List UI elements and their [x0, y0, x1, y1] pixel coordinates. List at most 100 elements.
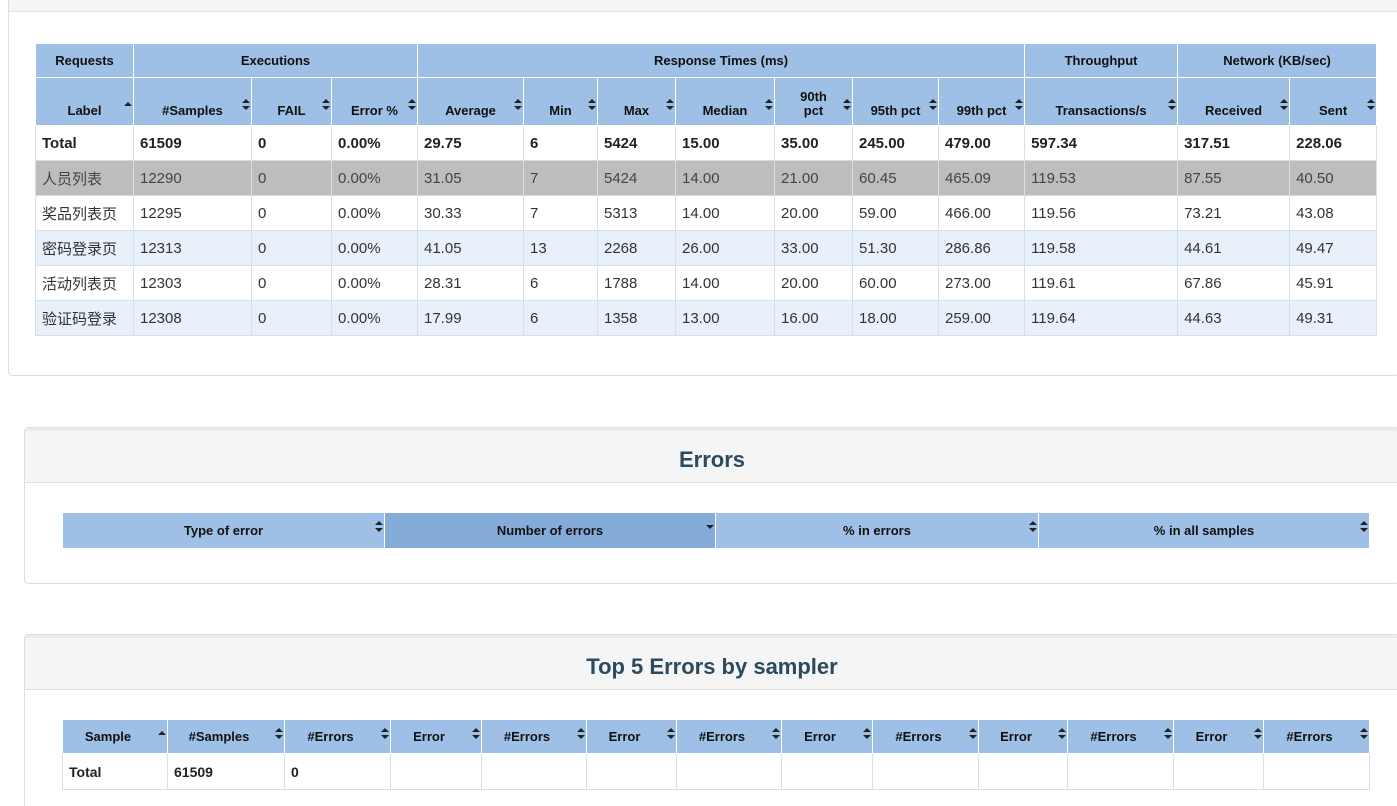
total-cell	[978, 753, 1068, 790]
total-cell	[1263, 753, 1370, 790]
total-cell: 317.51	[1177, 125, 1291, 161]
total-cell: 35.00	[774, 125, 853, 161]
column-header-samples[interactable]: #Samples	[133, 77, 252, 126]
table-row[interactable]: 验证码登录 12308 0 0.00% 17.99 6 1358 13.00 1…	[35, 300, 1378, 336]
column-header-min-text: Min	[549, 103, 572, 118]
column-header-transactions-text: Transactions/s	[1055, 103, 1147, 118]
column-header-error[interactable]: Error	[1173, 719, 1264, 754]
table-cell: 5424	[597, 160, 676, 196]
column-header-error[interactable]: Error	[390, 719, 482, 754]
table-cell: 0.00%	[331, 195, 418, 231]
column-header-error-text: Error	[804, 729, 836, 744]
table-row[interactable]: 活动列表页 12303 0 0.00% 28.31 6 1788 14.00 2…	[35, 265, 1378, 301]
column-header-label[interactable]: Label	[35, 77, 134, 126]
column-header-pct-in-errors[interactable]: % in errors	[715, 512, 1039, 550]
column-header-error[interactable]: Error	[781, 719, 873, 754]
table-cell: 12313	[133, 230, 252, 266]
table-cell: 12290	[133, 160, 252, 196]
column-header-95th-pct[interactable]: 95th pct	[852, 77, 939, 126]
errors-header-row: Type of error Number of errors % in erro…	[62, 512, 1370, 550]
table-cell: 0.00%	[331, 300, 418, 336]
column-header-median[interactable]: Median	[675, 77, 775, 126]
table-cell: 40.50	[1289, 160, 1378, 196]
column-header-sample[interactable]: Sample	[62, 719, 168, 754]
group-header-response-times: Response Times (ms)	[416, 43, 1026, 78]
table-cell: 0.00%	[331, 160, 418, 196]
column-header-number-of-errors[interactable]: Number of errors	[384, 512, 716, 550]
table-cell: 0	[251, 300, 332, 336]
group-header-requests: Requests	[35, 43, 134, 78]
column-header-error-text: Error	[1000, 729, 1032, 744]
column-header-error[interactable]: Error	[586, 719, 677, 754]
total-cell	[1173, 753, 1264, 790]
column-header-label-text: Label	[67, 103, 102, 118]
table-cell: 密码登录页	[35, 230, 134, 266]
total-cell: 0	[251, 125, 332, 161]
column-header-90th-pct-line1: 90th	[800, 89, 827, 104]
table-cell: 67.86	[1177, 265, 1291, 301]
errors-panel: Errors Type of error Number of errors % …	[24, 427, 1397, 584]
table-cell: 0.00%	[331, 265, 418, 301]
column-header-error-pct[interactable]: Error %	[331, 77, 418, 126]
column-header-99th-pct[interactable]: 99th pct	[937, 77, 1026, 126]
top5-header-row: Sample #Samples #Errors Error #Errors Er…	[62, 719, 1370, 754]
column-header-min[interactable]: Min	[523, 77, 598, 126]
table-row[interactable]: 奖品列表页 12295 0 0.00% 30.33 7 5313 14.00 2…	[35, 195, 1378, 231]
column-header-type-of-error[interactable]: Type of error	[62, 512, 385, 550]
total-cell: 6	[523, 125, 598, 161]
column-header-errors[interactable]: #Errors	[1067, 719, 1174, 754]
column-header-90th-pct-line2: pct	[803, 103, 824, 118]
statistics-table: Requests Executions Response Times (ms) …	[35, 43, 1378, 336]
group-header-throughput: Throughput	[1024, 43, 1179, 78]
table-cell: 2268	[597, 230, 676, 266]
table-cell: 49.31	[1289, 300, 1378, 336]
table-cell: 45.91	[1289, 265, 1378, 301]
table-cell: 13.00	[675, 300, 775, 336]
column-header-errors-text: #Errors	[1090, 729, 1137, 744]
column-header-90th-pct[interactable]: 90th pct	[774, 77, 853, 126]
table-cell: 60.45	[852, 160, 939, 196]
column-header-type-of-error-text: Type of error	[183, 522, 264, 538]
total-cell: 0.00%	[331, 125, 418, 161]
table-cell: 20.00	[774, 195, 853, 231]
table-cell: 273.00	[937, 265, 1026, 301]
column-header-errors[interactable]: #Errors	[676, 719, 782, 754]
column-header-received[interactable]: Received	[1177, 77, 1291, 126]
table-cell: 26.00	[675, 230, 775, 266]
column-header-max[interactable]: Max	[597, 77, 676, 126]
column-header-sent[interactable]: Sent	[1289, 77, 1378, 126]
column-header-errors[interactable]: #Errors	[284, 719, 391, 754]
column-header-errors-text: #Errors	[503, 729, 551, 744]
column-header-sample-text: Sample	[84, 729, 132, 744]
table-row[interactable]: 密码登录页 12313 0 0.00% 41.05 13 2268 26.00 …	[35, 230, 1378, 266]
table-cell: 33.00	[774, 230, 853, 266]
group-header-executions: Executions	[133, 43, 418, 78]
table-row[interactable]: 人员列表 12290 0 0.00% 31.05 7 5424 14.00 21…	[35, 160, 1378, 196]
table-cell: 60.00	[852, 265, 939, 301]
total-cell: 15.00	[675, 125, 775, 161]
column-header-errors[interactable]: #Errors	[872, 719, 979, 754]
column-header-average[interactable]: Average	[417, 77, 524, 126]
table-cell: 5313	[597, 195, 676, 231]
table-cell: 44.63	[1177, 300, 1291, 336]
total-cell: 29.75	[417, 125, 524, 161]
table-cell: 1788	[597, 265, 676, 301]
column-header-sent-text: Sent	[1318, 103, 1348, 118]
table-cell: 119.56	[1024, 195, 1179, 231]
column-header-transactions[interactable]: Transactions/s	[1024, 77, 1179, 126]
table-cell: 人员列表	[35, 160, 134, 196]
column-header-errors[interactable]: #Errors	[1263, 719, 1370, 754]
column-header-samples[interactable]: #Samples	[167, 719, 285, 754]
column-header-pct-in-all-samples[interactable]: % in all samples	[1038, 512, 1370, 550]
statistics-panel-heading	[9, 0, 1397, 12]
table-cell: 0	[251, 230, 332, 266]
total-cell: 228.06	[1289, 125, 1378, 161]
table-cell: 87.55	[1177, 160, 1291, 196]
column-header-fail[interactable]: FAIL	[251, 77, 332, 126]
total-cell: Total	[62, 753, 168, 790]
column-header-errors[interactable]: #Errors	[481, 719, 587, 754]
total-cell	[872, 753, 979, 790]
table-cell: 119.53	[1024, 160, 1179, 196]
column-header-received-text: Received	[1205, 103, 1263, 118]
column-header-error[interactable]: Error	[978, 719, 1068, 754]
